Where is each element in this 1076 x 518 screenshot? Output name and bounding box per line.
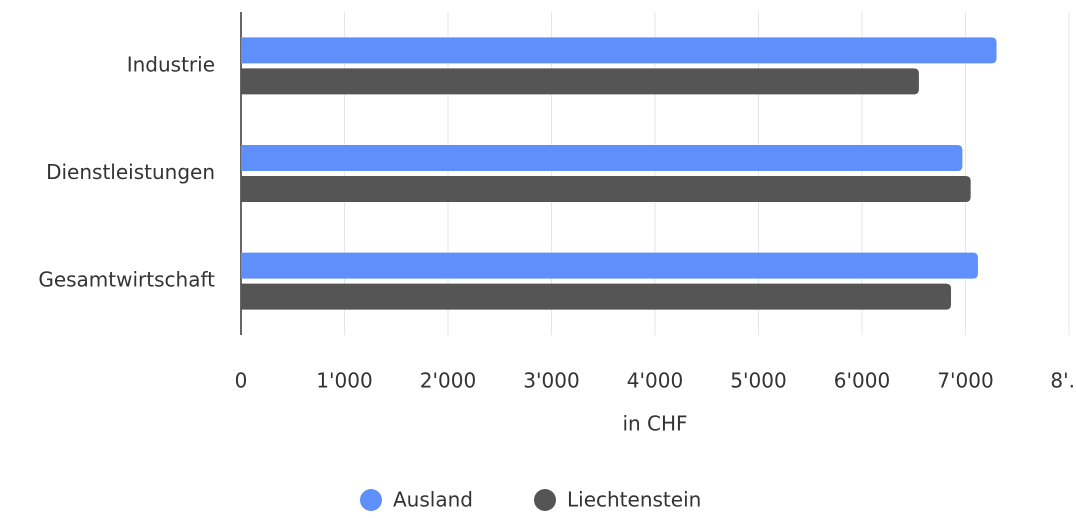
legend-label: Ausland	[393, 488, 473, 512]
bar	[241, 176, 971, 202]
bar	[241, 145, 963, 171]
x-axis-title: in CHF	[622, 412, 687, 436]
bar	[241, 37, 997, 64]
legend-swatch	[534, 489, 556, 511]
bar	[241, 68, 919, 95]
x-tick-label: 7'000	[937, 369, 993, 393]
x-tick-label: 8'...	[1050, 369, 1076, 393]
x-tick-label: 1'000	[316, 369, 372, 393]
y-tick-label: Dienstleistungen	[46, 160, 215, 184]
legend-label: Liechtenstein	[567, 488, 701, 512]
bar	[241, 283, 952, 310]
x-tick-label: 4'000	[627, 369, 683, 393]
x-tick-label: 5'000	[730, 369, 786, 393]
x-tick-label: 3'000	[523, 369, 579, 393]
bar	[241, 252, 978, 279]
y-tick-label: Industrie	[127, 52, 215, 76]
legend-swatch	[360, 489, 382, 511]
x-tick-label: 0	[235, 369, 248, 393]
x-tick-label: 2'000	[420, 369, 476, 393]
x-tick-label: 6'000	[834, 369, 890, 393]
y-tick-label: Gesamtwirtschaft	[38, 268, 215, 292]
